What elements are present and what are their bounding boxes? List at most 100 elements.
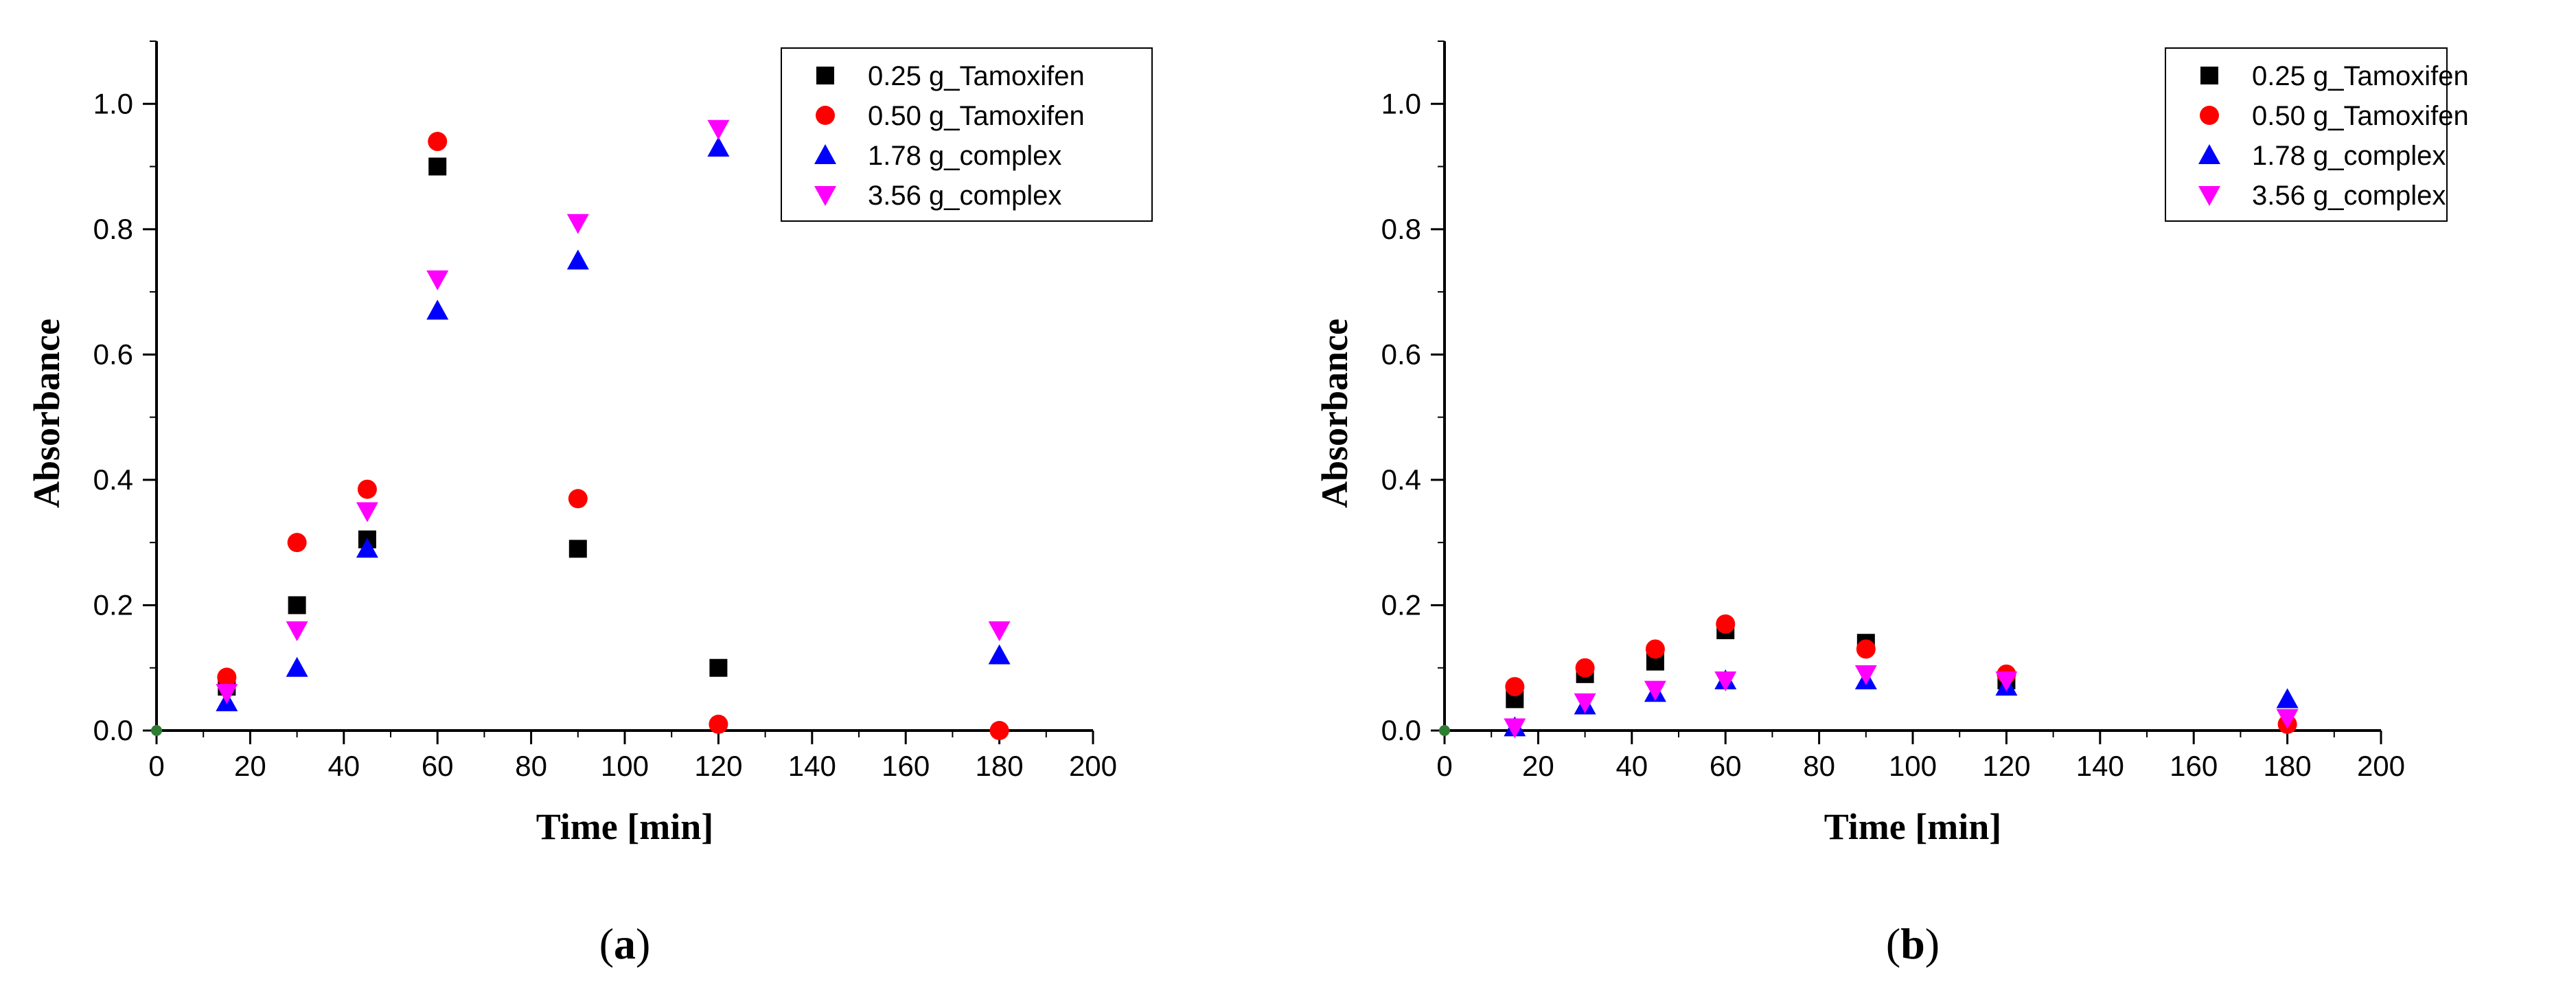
data-point <box>1505 677 1525 697</box>
data-point <box>426 270 449 290</box>
legend-label: 0.25 g_Tamoxifen <box>868 61 1085 91</box>
legend-marker <box>2198 144 2220 164</box>
x-tick-label: 160 <box>882 750 930 782</box>
panel-label-open: ( <box>599 919 614 968</box>
x-tick-label: 20 <box>1522 750 1554 782</box>
data-point <box>707 137 730 157</box>
y-tick-label: 0.0 <box>1381 714 1421 746</box>
data-point <box>1645 639 1665 659</box>
x-tick-label: 120 <box>1982 750 2030 782</box>
legend-marker <box>816 106 835 125</box>
origin-marker <box>1439 725 1450 736</box>
legend-box <box>781 47 1153 222</box>
y-tick-label: 0.2 <box>93 588 133 621</box>
series-circle <box>217 132 1009 740</box>
panel-label: (b) <box>1886 919 1940 968</box>
legend-marker <box>814 186 836 206</box>
legend-marker <box>816 67 834 84</box>
data-point <box>988 644 1011 665</box>
legend-marker <box>2198 186 2220 206</box>
legend-marker <box>2200 67 2218 84</box>
x-tick-label: 200 <box>2357 750 2405 782</box>
panel-label-close: ) <box>1925 919 1940 968</box>
series-triangle-up <box>1504 669 2299 737</box>
data-point <box>216 684 238 704</box>
x-tick-label: 40 <box>327 750 360 782</box>
x-tick-label: 140 <box>2076 750 2124 782</box>
data-point <box>566 249 589 270</box>
data-point <box>988 621 1011 641</box>
chart-panel-b: 0 20 40 60 80 100 120 140 160 180 200 0.0 0.2 0.4 0.6 0… <box>1314 41 2469 968</box>
y-tick-label: 0.8 <box>1381 213 1421 245</box>
data-point <box>287 533 307 553</box>
legend-label: 0.25 g_Tamoxifen <box>2252 61 2469 91</box>
data-point <box>217 667 237 687</box>
y-tick-label: 0.0 <box>93 714 133 746</box>
legend-label: 3.56 g_complex <box>868 181 1061 211</box>
x-tick-label: 0 <box>1436 750 1452 782</box>
y-axis-title: Absorbance <box>26 319 67 508</box>
data-point <box>286 656 308 677</box>
x-tick-label: 0 <box>148 750 164 782</box>
legend: 0.25 g_Tamoxifen 0.50 g_Tamoxifen 1.78 g_c… <box>781 47 1153 222</box>
data-point <box>566 214 589 234</box>
data-point <box>1575 658 1595 678</box>
origin-marker <box>151 725 162 736</box>
data-point <box>2276 688 2299 709</box>
legend-marker <box>814 144 836 164</box>
series-triangle-down <box>216 119 1011 704</box>
panel-label-close: ) <box>636 919 650 968</box>
y-axis-title: Absorbance <box>1314 319 1355 508</box>
data-point <box>286 621 308 641</box>
legend: 0.25 g_Tamoxifen 0.50 g_Tamoxifen 1.78 g_c… <box>2165 47 2469 222</box>
data-point <box>989 721 1009 740</box>
x-tick-label: 40 <box>1615 750 1648 782</box>
y-tick-label: 0.4 <box>93 463 133 496</box>
x-tick-label: 100 <box>601 750 649 782</box>
x-tick-label: 20 <box>234 750 266 782</box>
y-tick-label: 1.0 <box>93 87 133 119</box>
data-point <box>428 132 448 152</box>
y-tick-label: 0.2 <box>1381 588 1421 621</box>
x-tick-label: 120 <box>694 750 742 782</box>
legend-label: 1.78 g_complex <box>868 141 1061 171</box>
data-point <box>428 157 447 176</box>
chart-panel-a: 0 20 40 60 80 100 120 140 160 180 200 0.0 0.2 0.4 0.6 0… <box>26 41 1153 968</box>
legend-marker <box>2200 106 2219 125</box>
x-tick-label: 100 <box>1889 750 1937 782</box>
y-tick-label: 0.4 <box>1381 463 1421 496</box>
series-circle <box>1505 614 2297 734</box>
data-point <box>1504 718 1526 739</box>
data-point <box>356 538 378 558</box>
panel-label-letter: a <box>614 919 636 968</box>
data-point <box>1574 693 1596 713</box>
data-point <box>356 502 378 522</box>
data-point <box>288 596 306 614</box>
x-axis-title: Time [min] <box>536 806 713 847</box>
x-axis-title: Time [min] <box>1824 806 2001 847</box>
x-tick-label: 160 <box>2170 750 2218 782</box>
x-tick-label: 180 <box>2264 750 2312 782</box>
x-tick-label: 180 <box>976 750 1024 782</box>
data-point <box>1854 665 1877 685</box>
y-tick-label: 1.0 <box>1381 87 1421 119</box>
x-tick-label: 140 <box>788 750 836 782</box>
data-point <box>709 714 728 734</box>
data-point <box>2276 709 2299 729</box>
data-point <box>707 119 730 140</box>
data-point <box>1644 680 1666 701</box>
panel-label-letter: b <box>1900 919 1925 968</box>
data-point <box>709 658 728 677</box>
x-tick-label: 80 <box>1803 750 1835 782</box>
y-tick-label: 0.8 <box>93 213 133 245</box>
data-point <box>568 540 587 558</box>
data-point <box>1716 614 1736 634</box>
x-tick-label: 80 <box>515 750 547 782</box>
data-point <box>568 489 588 509</box>
series-triangle-up <box>216 137 1011 711</box>
series-square <box>218 157 728 696</box>
y-tick-label: 0.6 <box>93 338 133 370</box>
data-point <box>357 479 377 499</box>
data-point <box>1995 671 2018 691</box>
legend-label: 3.56 g_complex <box>2252 181 2446 211</box>
